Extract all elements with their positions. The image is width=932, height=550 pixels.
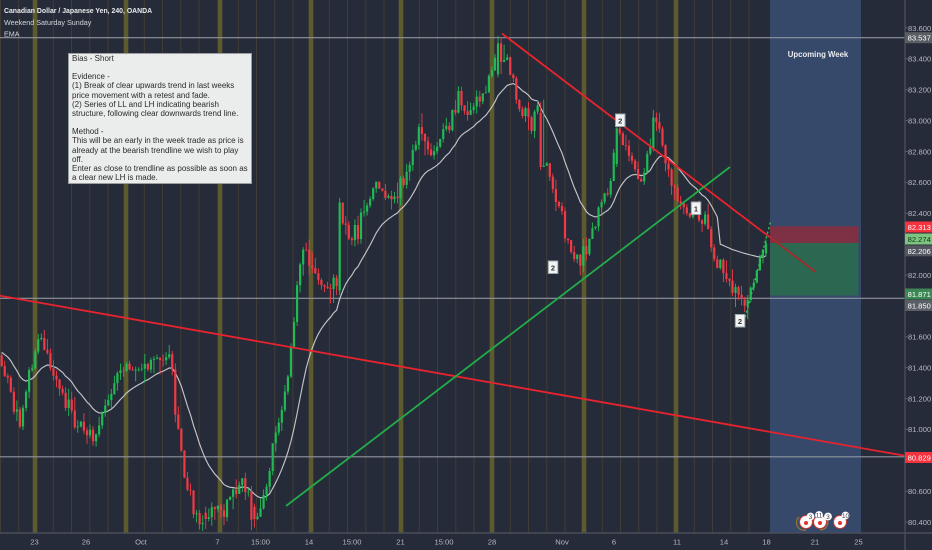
svg-text:83.400: 83.400	[908, 55, 931, 64]
svg-text:23: 23	[30, 538, 38, 547]
svg-text:Oct: Oct	[135, 538, 148, 547]
svg-text:15:00: 15:00	[342, 538, 361, 547]
svg-text:83.600: 83.600	[908, 24, 931, 33]
svg-text:28: 28	[488, 538, 496, 547]
svg-text:14: 14	[720, 538, 728, 547]
svg-text:25: 25	[854, 538, 862, 547]
svg-text:81.871: 81.871	[908, 290, 931, 299]
svg-text:2: 2	[618, 116, 622, 125]
svg-text:81.200: 81.200	[908, 394, 931, 403]
svg-text:18: 18	[762, 538, 770, 547]
svg-text:80.829: 80.829	[908, 454, 931, 463]
svg-text:Nov: Nov	[555, 538, 569, 547]
svg-text:3: 3	[809, 514, 813, 521]
svg-text:82.206: 82.206	[908, 247, 931, 256]
svg-text:82.600: 82.600	[908, 178, 931, 187]
svg-text:83.200: 83.200	[908, 86, 931, 95]
svg-text:7: 7	[215, 538, 219, 547]
svg-text:82.313: 82.313	[908, 223, 931, 232]
svg-text:83.000: 83.000	[908, 116, 931, 125]
svg-text:3: 3	[826, 514, 830, 521]
svg-text:2: 2	[738, 317, 742, 326]
svg-text:Canadian Dollar / Japanese Yen: Canadian Dollar / Japanese Yen, 240, OAN…	[4, 8, 152, 15]
svg-text:21: 21	[811, 538, 819, 547]
svg-text:Upcoming Week: Upcoming Week	[788, 50, 849, 59]
svg-text:82.400: 82.400	[908, 209, 931, 218]
svg-text:83.537: 83.537	[908, 34, 931, 43]
svg-text:11: 11	[816, 513, 823, 520]
svg-text:81.850: 81.850	[908, 302, 931, 311]
svg-text:EMA: EMA	[4, 30, 20, 39]
svg-text:82.800: 82.800	[908, 147, 931, 156]
svg-text:80.400: 80.400	[908, 518, 931, 527]
svg-text:10: 10	[842, 513, 850, 520]
svg-text:80.600: 80.600	[908, 487, 931, 496]
svg-text:21: 21	[396, 538, 404, 547]
svg-text:82.000: 82.000	[908, 271, 931, 280]
svg-text:Weekend Saturday Sunday: Weekend Saturday Sunday	[4, 18, 92, 27]
svg-text:1: 1	[694, 204, 698, 213]
svg-text:15:00: 15:00	[251, 538, 270, 547]
svg-text:6: 6	[612, 538, 616, 547]
svg-text:81.600: 81.600	[908, 333, 931, 342]
svg-text:14: 14	[305, 538, 313, 547]
svg-text:11: 11	[673, 538, 681, 547]
svg-text:82.274: 82.274	[908, 235, 931, 244]
svg-text:81.400: 81.400	[908, 364, 931, 373]
svg-text:15:00: 15:00	[434, 538, 453, 547]
svg-text:81.000: 81.000	[908, 425, 931, 434]
svg-text:26: 26	[82, 538, 90, 547]
svg-text:2: 2	[551, 263, 555, 272]
